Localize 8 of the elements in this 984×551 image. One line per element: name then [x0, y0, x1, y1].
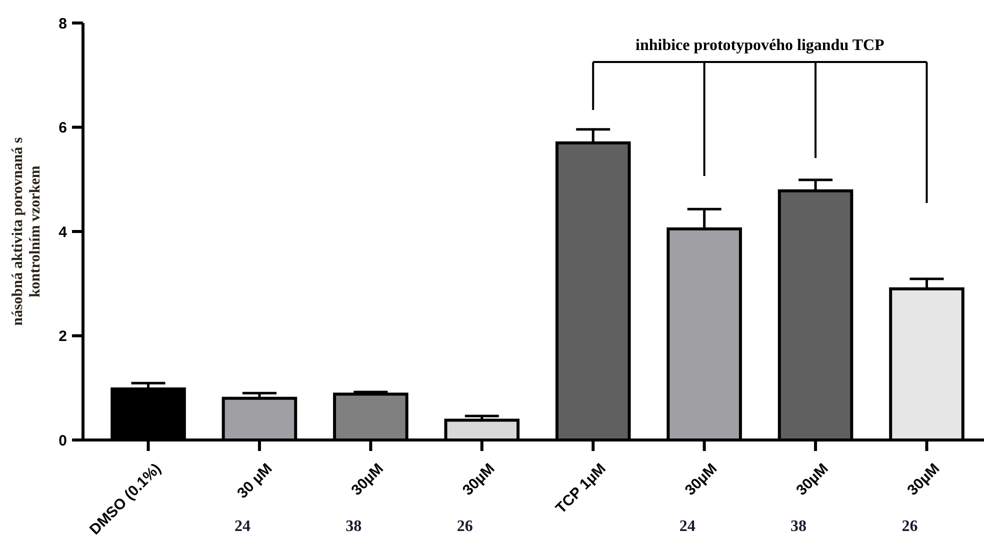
y-tick-label: 8	[58, 15, 67, 32]
annotation: inhibice prototypového ligandu TCP	[636, 37, 885, 54]
x-tick-label: 30 µM 24	[234, 460, 276, 535]
y-tick-label: 4	[58, 224, 68, 241]
y-tick-label: 0	[58, 432, 67, 450]
y-tick-label: 2	[58, 328, 67, 345]
y-axis-title: násobná aktivita porovnaná s kontrolním vzorkem	[10, 137, 44, 326]
y-tick-label: 6	[58, 120, 67, 136]
